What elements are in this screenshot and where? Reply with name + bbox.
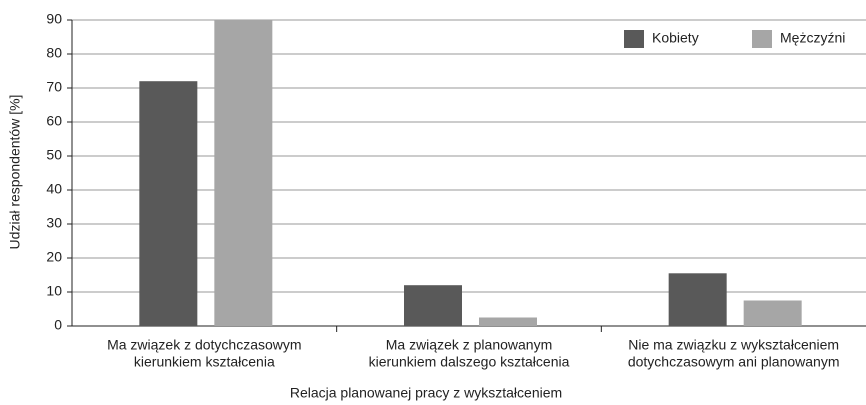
bar bbox=[668, 273, 727, 326]
y-tick-label: 80 bbox=[46, 45, 62, 61]
x-tick-label: Nie ma związku z wykształceniem bbox=[628, 337, 839, 353]
x-tick-label: Ma związek z dotychczasowym bbox=[107, 337, 302, 353]
x-tick-label: kierunkiem dalszego kształcenia bbox=[369, 354, 570, 370]
legend-label: Mężczyźni bbox=[780, 30, 845, 46]
y-tick-label: 40 bbox=[46, 181, 62, 197]
x-tick-label: kierunkiem kształcenia bbox=[134, 354, 275, 370]
bar bbox=[139, 81, 198, 326]
x-tick-label: Ma związek z planowanym bbox=[386, 337, 553, 353]
y-tick-label: 70 bbox=[46, 79, 62, 95]
y-axis-label: Udział respondentów [%] bbox=[7, 95, 23, 250]
y-tick-label: 20 bbox=[46, 249, 62, 265]
bar bbox=[214, 20, 273, 326]
y-tick-label: 30 bbox=[46, 215, 62, 231]
bar bbox=[479, 317, 537, 326]
legend-swatch bbox=[624, 30, 644, 48]
x-axis-label: Relacja planowanej pracy z wykształcenie… bbox=[290, 385, 562, 401]
y-tick-label: 50 bbox=[46, 147, 62, 163]
bar bbox=[743, 300, 802, 326]
y-tick-label: 90 bbox=[46, 11, 62, 27]
x-tick-label: dotychczasowym ani planowanym bbox=[628, 354, 840, 370]
y-tick-label: 60 bbox=[46, 113, 62, 129]
legend-label: Kobiety bbox=[652, 30, 699, 46]
bar bbox=[404, 285, 462, 326]
y-tick-label: 0 bbox=[54, 317, 62, 333]
legend-swatch bbox=[752, 30, 772, 48]
y-tick-label: 10 bbox=[46, 283, 62, 299]
